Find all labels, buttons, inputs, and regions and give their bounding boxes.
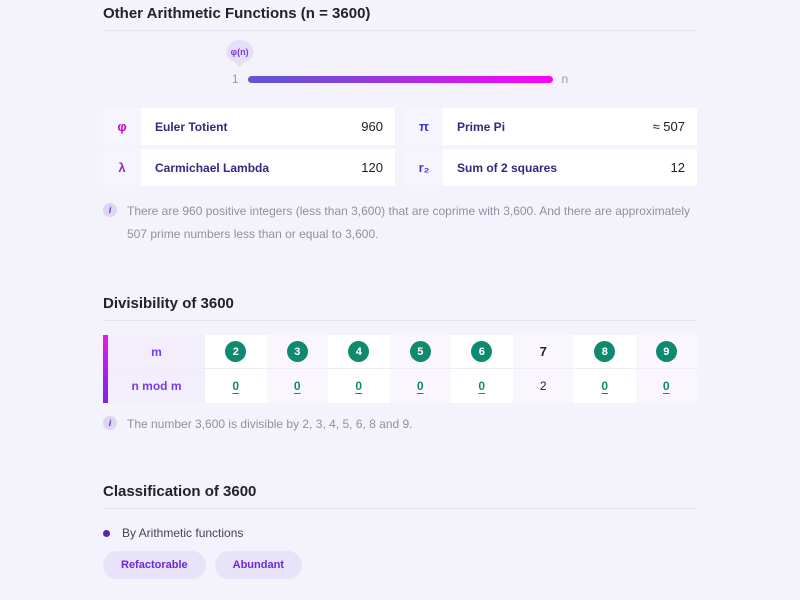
card-label-link[interactable]: Euler Totient: [155, 119, 228, 134]
phi-symbol: φ: [103, 108, 141, 145]
classification-section-title: Classification of 3600: [103, 483, 257, 500]
card-sum-of-2-squares: r₂ Sum of 2 squares 12: [405, 149, 697, 186]
divisibility-note: i The number 3,600 is divisible by 2, 3,…: [103, 413, 697, 436]
mod-value: 2: [539, 379, 547, 393]
table-accent-bar: [103, 335, 108, 403]
section-divider: [103, 508, 697, 509]
lambda-symbol: λ: [103, 149, 141, 186]
divisibility-section-title: Divisibility of 3600: [103, 295, 234, 312]
divisor-column: 3 0: [266, 335, 328, 403]
note-text: There are 960 positive integers (less th…: [127, 204, 690, 241]
mod-value-link[interactable]: 0: [662, 379, 670, 393]
card-value: ≈ 507: [652, 119, 685, 134]
section-divider: [103, 30, 697, 31]
divisor-column: 2 0: [205, 335, 267, 403]
divisibility-table: m n mod m 2 0 3 0 4 0 5 0 6 0 7 2 8 0: [103, 335, 697, 403]
card-value: 12: [670, 160, 685, 175]
divisor-badge: 6: [471, 341, 493, 362]
card-label-link[interactable]: Sum of 2 squares: [457, 160, 558, 175]
classification-group-arithmetic: By Arithmetic functions: [103, 526, 697, 540]
group-label: By Arithmetic functions: [122, 526, 244, 540]
divisor-badge: 3: [286, 341, 308, 362]
non-divisor-value: 7: [539, 344, 547, 359]
note-text: The number 3,600 is divisible by 2, 3, 4…: [127, 417, 413, 431]
non-divisor-column: 7 2: [512, 335, 574, 403]
tag-abundant[interactable]: Abundant: [214, 551, 302, 579]
divisor-column: 5 0: [389, 335, 451, 403]
arithmetic-note: i There are 960 positive integers (less …: [103, 200, 697, 246]
slider-min-label: 1: [231, 72, 239, 86]
card-label-link[interactable]: Prime Pi: [457, 119, 506, 134]
arithmetic-cards: φ Euler Totient 960 π Prime Pi ≈ 507 λ C…: [103, 108, 697, 186]
divisor-column: 8 0: [574, 335, 636, 403]
row-header-m: m: [108, 335, 205, 369]
divisor-badge: 5: [409, 341, 431, 362]
r2-symbol: r₂: [405, 149, 443, 186]
card-euler-totient: φ Euler Totient 960: [103, 108, 395, 145]
divisor-column: 6 0: [451, 335, 513, 403]
mod-value-link[interactable]: 0: [478, 379, 486, 393]
divisor-badge: 2: [225, 341, 247, 362]
arithmetic-section-title: Other Arithmetic Functions (n = 3600): [103, 5, 371, 22]
row-header-n-mod-m: n mod m: [131, 379, 182, 393]
info-icon: i: [103, 416, 117, 430]
card-carmichael-lambda: λ Carmichael Lambda 120: [103, 149, 395, 186]
divisor-badge: 8: [594, 341, 616, 362]
mod-value-link[interactable]: 0: [293, 379, 301, 393]
section-divider: [103, 320, 697, 321]
slider-gradient-track: [247, 75, 553, 83]
table-row-headers: m n mod m: [108, 335, 205, 403]
card-label-link[interactable]: Carmichael Lambda: [155, 160, 270, 175]
pi-symbol: π: [405, 108, 443, 145]
page-content: Other Arithmetic Functions (n = 3600) φ(…: [103, 0, 697, 600]
mod-value-link[interactable]: 0: [355, 379, 363, 393]
mod-value-link[interactable]: 0: [416, 379, 424, 393]
tag-refactorable[interactable]: Refactorable: [103, 551, 206, 579]
divisor-column: 4 0: [328, 335, 390, 403]
info-icon: i: [103, 203, 117, 217]
divisor-badge: 9: [655, 341, 677, 362]
totient-slider: φ(n) 1 n: [103, 40, 697, 86]
bullet-icon: [103, 529, 110, 537]
slider-max-label: n: [561, 72, 569, 86]
phi-tooltip-marker: φ(n): [226, 40, 254, 63]
card-value: 960: [361, 119, 383, 134]
mod-value-link[interactable]: 0: [601, 379, 609, 393]
divisor-column: 9 0: [635, 335, 697, 403]
divisor-badge: 4: [348, 341, 370, 362]
tag-row-arithmetic: Refactorable Abundant: [103, 551, 697, 579]
mod-value-link[interactable]: 0: [232, 379, 240, 393]
card-value: 120: [361, 160, 383, 175]
card-prime-pi: π Prime Pi ≈ 507: [405, 108, 697, 145]
